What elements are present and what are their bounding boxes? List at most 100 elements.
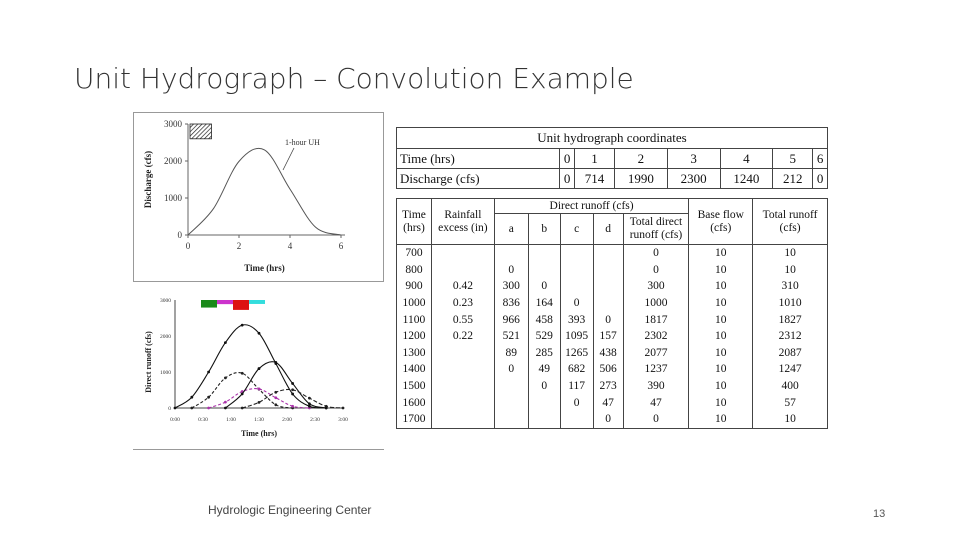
runoff-point-c — [308, 402, 311, 406]
table-row: 1300 89 285 1265 438 2077 10 2087 — [396, 344, 828, 362]
annotation-leader — [282, 147, 295, 171]
footer-text: Hydrologic Engineering Center — [208, 503, 372, 517]
runoff-point-total — [308, 404, 311, 408]
runoff-point-d — [308, 396, 311, 400]
runoff-line-b — [208, 388, 310, 409]
uh-table-caption: Unit hydrograph coordinates — [396, 127, 828, 149]
x-tick-label: 0:30 — [198, 417, 208, 423]
table-cell: 700 — [396, 244, 432, 262]
table-cell: 1500 — [396, 377, 432, 395]
uh-discharge-cell: 0 — [812, 168, 828, 189]
direct-runoff-table: Time (hrs) Rainfall excess (in) Direct r… — [396, 198, 828, 429]
table-cell — [592, 278, 624, 295]
table-cell: 1400 — [396, 361, 432, 378]
runoff-point-total — [207, 370, 210, 374]
table-cell: 47 — [592, 394, 624, 411]
x-axis-title: Time (hrs) — [241, 429, 277, 438]
uh-time-cell: 2 — [613, 148, 668, 169]
table-row: 1500 0 117 273 390 10 400 — [396, 377, 828, 395]
col-time-header: Time (hrs) — [396, 198, 432, 245]
runoff-point-b — [257, 387, 261, 391]
col-b-header: b — [527, 213, 561, 245]
uh-discharge-row: Discharge (cfs) 0 714 1990 2300 1240 212… — [395, 168, 828, 189]
runoff-point-total — [173, 406, 177, 410]
uh-time-cell: 6 — [812, 148, 828, 169]
table-cell — [559, 261, 594, 279]
table-cell: 2087 — [752, 344, 828, 362]
table-cell — [430, 394, 495, 411]
table-row: 1200 0.22 521 529 1095 157 2302 10 2312 — [396, 327, 828, 345]
direct-runoff-chart: 0 1000 2000 3000 0:00 0:30 1:00 1:30 2:00 2:30 3:0… — [133, 298, 384, 450]
table-cell: 10 — [688, 294, 754, 312]
uh-time-cell: 4 — [719, 148, 774, 169]
runoff-point-c — [257, 367, 261, 370]
table-row: 1700 0 0 10 10 — [396, 410, 828, 429]
table-row: 800 0 0 10 10 — [396, 261, 828, 279]
table-cell: 10 — [752, 261, 828, 279]
uh-time-cell: 0 — [559, 148, 575, 169]
y-tick-label: 0 — [178, 230, 183, 240]
table-cell: 1200 — [396, 327, 432, 345]
table-cell: 521 — [493, 327, 529, 345]
runoff-point-a — [240, 371, 244, 375]
rainfall-bar — [217, 300, 233, 305]
table-cell: 0 — [592, 410, 624, 429]
table-cell — [493, 410, 529, 429]
table-cell: 164 — [527, 294, 561, 312]
table-cell: 10 — [688, 261, 754, 279]
uh-time-row: Time (hrs) 0 1 2 3 4 5 6 — [395, 148, 828, 169]
table-cell: 836 — [493, 294, 529, 312]
table-cell — [430, 344, 495, 362]
table-cell: 10 — [688, 394, 754, 411]
runoff-point-d — [274, 390, 278, 394]
runoff-point-b — [291, 404, 294, 408]
direct-runoff-header: Direct runoff (cfs) — [493, 198, 690, 214]
runoff-point-total — [291, 392, 294, 396]
runoff-point-a — [224, 376, 227, 380]
runoff-point-total — [190, 395, 194, 399]
runoff-point-c — [224, 406, 227, 410]
table-cell: 310 — [752, 278, 828, 295]
col-d-header: d — [592, 213, 624, 245]
runoff-point-d — [257, 400, 261, 404]
unit-hydrograph-line — [187, 147, 342, 236]
runoff-point-total — [274, 362, 278, 365]
table-cell — [493, 394, 529, 411]
table-cell: 0.55 — [430, 311, 495, 328]
table-cell: 10 — [688, 361, 754, 378]
table-cell: 47 — [622, 394, 690, 411]
runoff-line-total — [174, 324, 327, 409]
table-cell: 10 — [688, 311, 754, 328]
uh-annotation: 1-hour UH — [285, 138, 320, 147]
table-cell: 0 — [592, 311, 624, 328]
x-axis-title: Time (hrs) — [244, 263, 285, 273]
y-tick-label: 0 — [168, 406, 171, 412]
runoff-point-d — [291, 388, 294, 392]
col-total-direct-header: Total direct runoff (cfs) — [622, 213, 690, 245]
table-cell: 10 — [688, 377, 754, 395]
runoff-line-c — [225, 361, 327, 409]
uh-discharge-cell: 714 — [573, 168, 615, 189]
y-tick-label: 1000 — [160, 370, 171, 376]
table-cell: 10 — [688, 410, 754, 429]
table-cell: 0.23 — [430, 294, 495, 312]
x-tick-label: 1:30 — [254, 417, 264, 423]
rainfall-bar — [249, 300, 265, 304]
x-tick-label: 0:00 — [170, 417, 180, 423]
table-cell: 49 — [527, 361, 561, 378]
table-cell: 1700 — [396, 410, 432, 429]
table-cell: 0 — [527, 278, 561, 295]
table-cell — [430, 410, 495, 429]
table-cell: 0 — [622, 261, 690, 279]
uh-time-cell: 5 — [772, 148, 814, 169]
table-cell: 2302 — [622, 327, 690, 345]
runoff-point-c — [240, 392, 244, 396]
rainfall-block — [189, 123, 212, 140]
table-cell: 900 — [396, 278, 432, 295]
rainfall-bar — [201, 300, 217, 308]
table-cell: 393 — [559, 311, 594, 328]
table-cell: 1247 — [752, 361, 828, 378]
table-cell: 89 — [493, 344, 529, 362]
table-cell: 2312 — [752, 327, 828, 345]
table-cell: 10 — [752, 244, 828, 262]
